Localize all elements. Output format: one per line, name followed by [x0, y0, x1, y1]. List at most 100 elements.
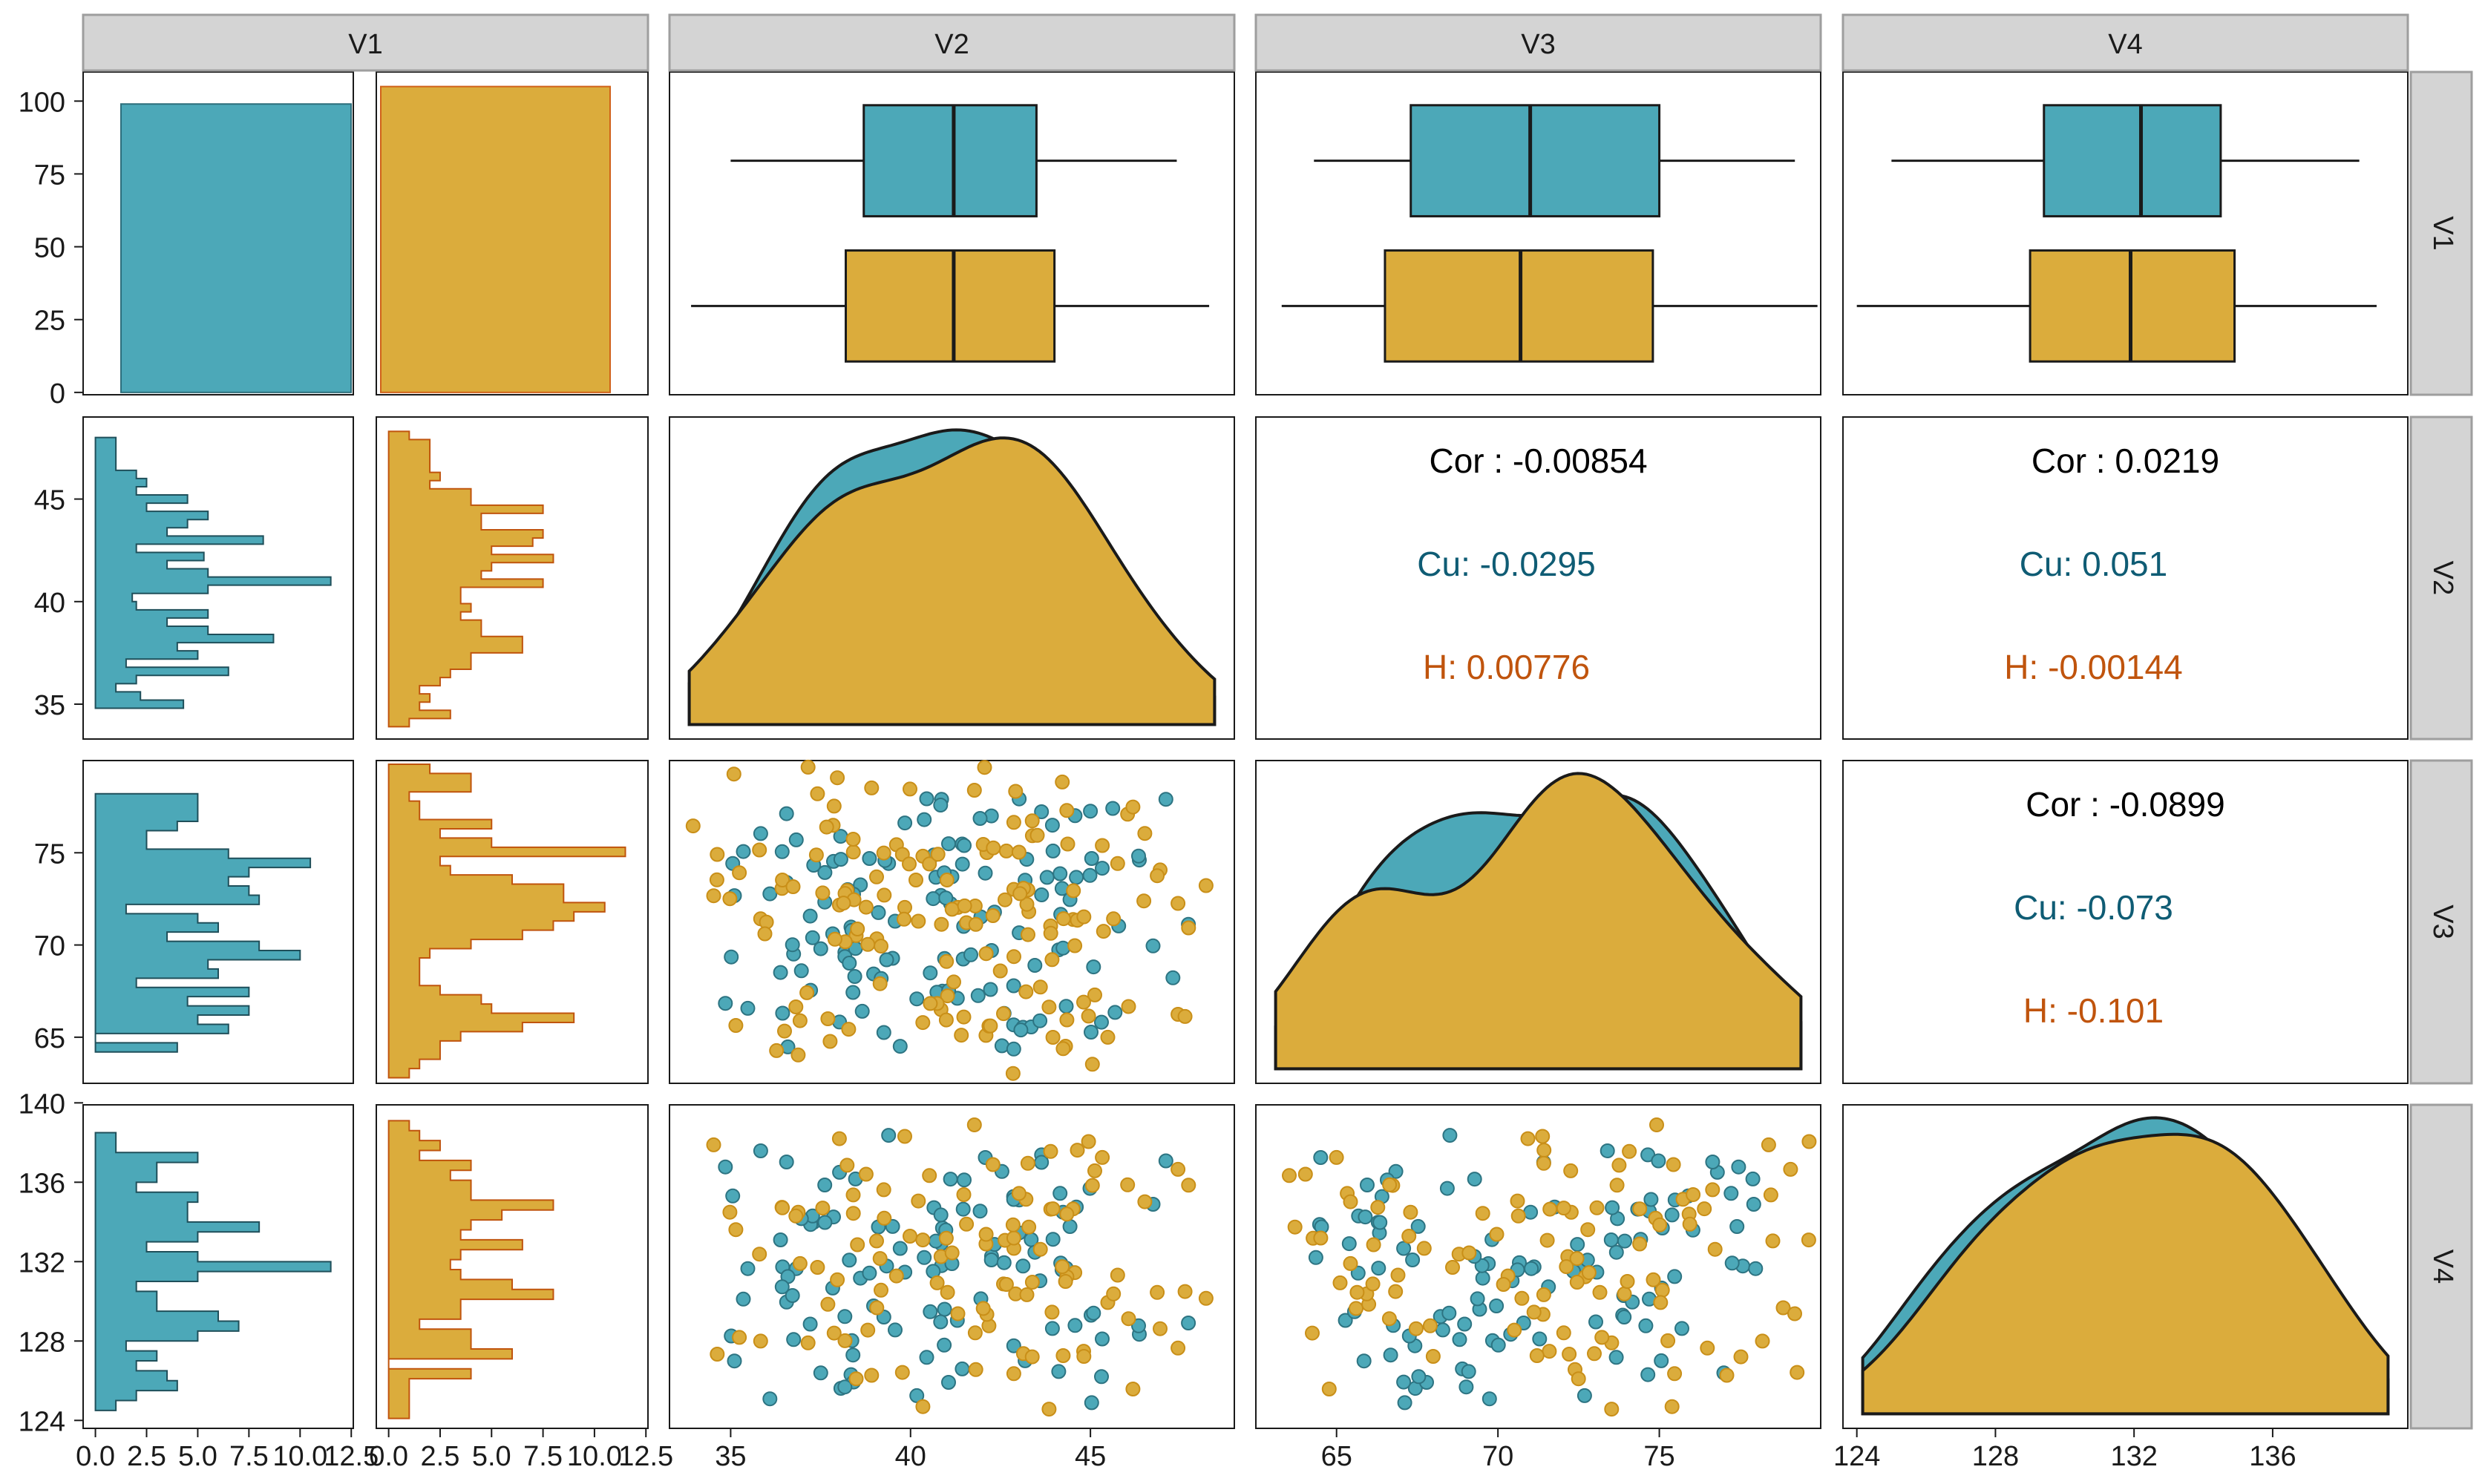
scatter-point [864, 780, 880, 795]
scatter-point [833, 852, 848, 867]
scatter-point [1062, 1219, 1078, 1234]
scatter-point [1489, 1298, 1505, 1313]
scatter-point [1489, 1227, 1505, 1242]
scatter-point [836, 896, 851, 911]
scatter-point [800, 1335, 816, 1350]
y-tick-label: 45 [34, 485, 65, 516]
scatter-point [1055, 1041, 1071, 1057]
scatter-point [903, 1229, 917, 1244]
scatter-point [1729, 1219, 1745, 1234]
scatter-point [805, 930, 820, 945]
scatter-point [710, 847, 725, 862]
scatter-point [985, 1157, 1001, 1172]
scatter-point [845, 985, 861, 1000]
scatter-point [1329, 1149, 1344, 1165]
scatter-point [1441, 1305, 1457, 1321]
scatter-point [1006, 1366, 1021, 1382]
scatter-point [1731, 1159, 1746, 1175]
scatter-point [810, 786, 825, 801]
scatter-point [820, 1296, 836, 1312]
scatter-point [1664, 1399, 1680, 1414]
scatter-point [922, 1168, 937, 1183]
scatter-point [938, 1230, 954, 1246]
scatter-point [1177, 1284, 1193, 1299]
scatter-point [860, 936, 876, 952]
scatter-point [830, 770, 845, 786]
scatter-point [1559, 1259, 1574, 1275]
scatter-point [1341, 1236, 1357, 1252]
scatter-point [1321, 1382, 1337, 1396]
x-tick-label: 70 [1482, 1441, 1513, 1472]
corr-h-label: H: 0.00776 [1423, 648, 1590, 686]
histogram-v4-cu [94, 1132, 332, 1411]
scatter-point [1313, 1230, 1329, 1246]
panel-layer: Cor : -0.00854 Cu: -0.0295 H: 0.00776 Cor :… [82, 71, 2409, 1429]
scatter-point [1006, 1041, 1021, 1057]
scatter-point [943, 1172, 958, 1187]
scatter-point [1608, 1244, 1624, 1260]
scatter-point [1145, 938, 1161, 953]
scatter-point [1125, 1382, 1141, 1396]
scatter-point [1043, 925, 1058, 941]
scatter-point [986, 840, 1001, 856]
scatter-point [909, 1388, 925, 1403]
scatter-point [1609, 1178, 1625, 1193]
scatter-point [978, 865, 993, 881]
scatter-point [1005, 1217, 1021, 1232]
scatter-point [757, 926, 773, 942]
scatter-point [975, 1301, 991, 1316]
scatter-point [1171, 1161, 1186, 1177]
scatter-point [1660, 1333, 1676, 1348]
scatter-point [1408, 1321, 1424, 1336]
scatter-point [972, 1204, 988, 1219]
scatter-point [1617, 1286, 1632, 1301]
scatter-point [1032, 1013, 1048, 1028]
scatter-point [1638, 1318, 1654, 1333]
y-tick-label: 70 [34, 931, 65, 962]
scatter-point [923, 965, 938, 981]
scatter-point [1589, 1200, 1605, 1215]
panel-frame [1842, 416, 2409, 740]
scatter-point [1611, 1158, 1627, 1173]
scatter-point [790, 1047, 806, 1063]
scatter-point [977, 760, 992, 775]
histogram-v2-cu [94, 436, 332, 709]
y-tick-label: 124 [19, 1406, 65, 1437]
x-tick-label: 12.5 [618, 1441, 673, 1472]
scatter-point [1654, 1282, 1670, 1298]
scatter-point [1095, 1331, 1110, 1347]
scatter-point [950, 1306, 966, 1322]
scatter-point [1066, 883, 1081, 899]
scatter-point [1523, 1204, 1539, 1220]
scatter-point [1396, 1241, 1412, 1256]
scatter-point [1106, 911, 1122, 927]
scatter-point [837, 1333, 853, 1348]
scatter-point [939, 953, 955, 969]
scatter-point [1649, 1117, 1664, 1132]
scatter-point [911, 1193, 926, 1209]
scatter-point [1343, 1255, 1358, 1271]
scatter-point [1332, 1275, 1348, 1290]
scatter-point [1100, 1029, 1116, 1045]
scatter-point [1617, 1233, 1632, 1249]
scatter-point [800, 759, 816, 775]
y-tick-label: 128 [19, 1327, 65, 1358]
x-tick-label: 7.5 [229, 1441, 269, 1472]
strip-top-v4 [1841, 13, 2409, 72]
scatter-point [773, 1232, 788, 1247]
x-tick-label: 0.0 [76, 1441, 115, 1472]
y-tick-label: 50 [34, 233, 65, 264]
scatter-point [1604, 1402, 1620, 1417]
scatter-point [762, 886, 778, 902]
scatter-point [957, 1172, 972, 1188]
scatter-point [1313, 1150, 1329, 1165]
scatter-point [1287, 1219, 1303, 1235]
scatter-point [709, 872, 724, 887]
scatter-point [872, 1251, 888, 1267]
scatter-point [1654, 1353, 1669, 1368]
scatter-point [1029, 827, 1045, 843]
scatter-point [1748, 1261, 1764, 1276]
scatter-point [1496, 1277, 1511, 1292]
scatter-point [753, 1143, 768, 1158]
scatter-point [1349, 1301, 1363, 1316]
